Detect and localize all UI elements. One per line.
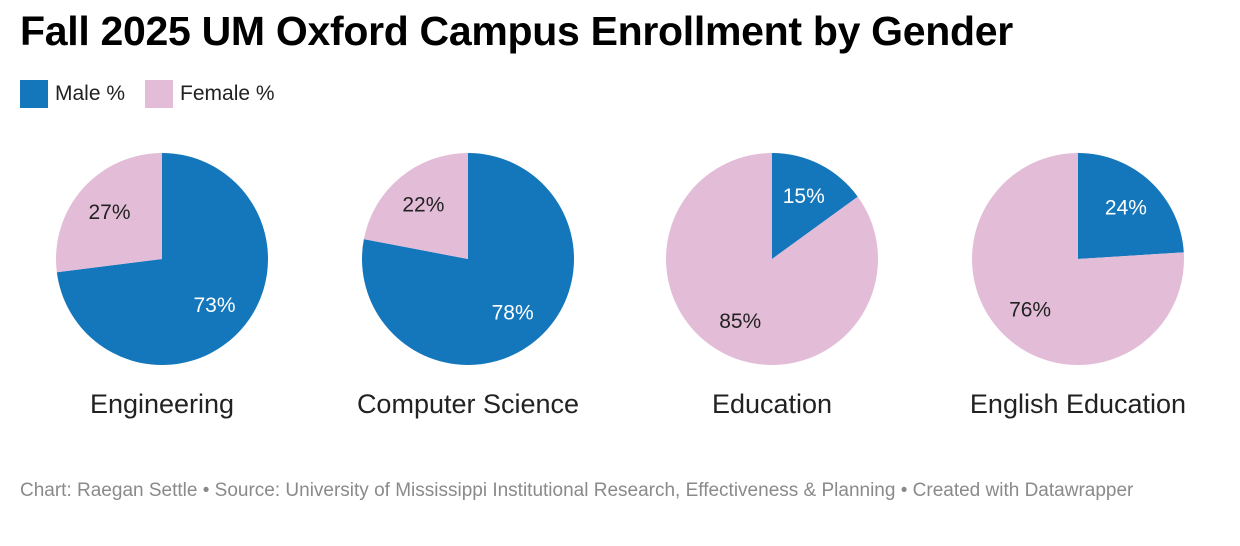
data-label-engineering-male: 73%: [193, 294, 235, 317]
pie-title-education: Education: [712, 389, 832, 419]
slice-education-male: [772, 153, 858, 259]
legend-item-female: Female %: [145, 80, 275, 108]
slice-english-education-male: [1078, 153, 1184, 259]
legend-item-male: Male %: [20, 80, 125, 108]
slice-education-female: [666, 152, 878, 365]
legend: Male % Female %: [20, 80, 275, 108]
legend-label-male: Male %: [55, 82, 126, 105]
data-label-education-female: 85%: [719, 310, 761, 333]
slice-engineering-female: [56, 152, 162, 273]
data-label-english-education-male: 24%: [1105, 196, 1147, 219]
data-label-english-education-female: 76%: [1009, 299, 1051, 322]
chart-footer: Chart: Raegan Settle • Source: Universit…: [20, 480, 1134, 501]
chart-title: Fall 2025 UM Oxford Campus Enrollment by…: [20, 8, 1013, 54]
pie-english-education: 24% 76% English Education: [970, 152, 1186, 419]
pie-computer-science: 78% 22% Computer Science: [357, 153, 579, 419]
legend-label-female: Female %: [180, 82, 275, 105]
slice-english-education-female: [972, 152, 1184, 365]
pie-education: 15% 85% Education: [666, 152, 878, 419]
slice-engineering-male: [56, 153, 269, 365]
pie-engineering: 73% 27% Engineering: [56, 152, 269, 419]
data-label-computer-science-female: 22%: [402, 194, 444, 217]
pie-title-computer-science: Computer Science: [357, 389, 579, 419]
legend-swatch-female: [145, 80, 174, 108]
legend-swatch-male: [20, 80, 48, 108]
data-label-education-male: 15%: [783, 185, 825, 208]
data-label-computer-science-male: 78%: [492, 301, 534, 324]
data-label-engineering-female: 27%: [88, 201, 130, 224]
slice-computer-science-female: [363, 153, 468, 259]
pie-title-english-education: English Education: [970, 389, 1186, 419]
pie-title-engineering: Engineering: [90, 389, 234, 419]
